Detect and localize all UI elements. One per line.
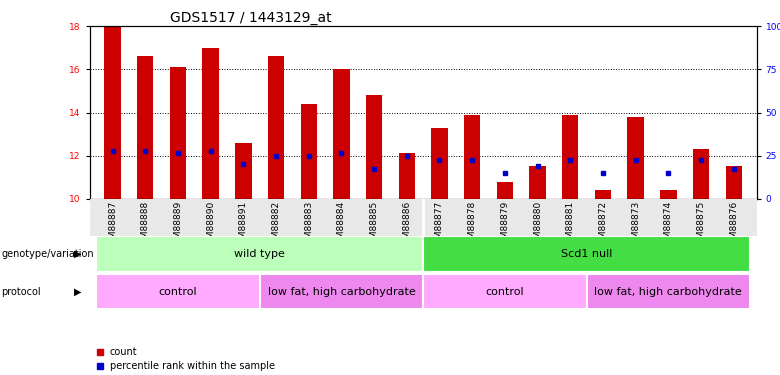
Text: Scd1 null: Scd1 null [561, 249, 612, 259]
Text: GSM88885: GSM88885 [370, 201, 378, 250]
Bar [627, 117, 643, 199]
Bar [725, 166, 742, 199]
Text: control: control [486, 286, 524, 297]
Bar [170, 67, 186, 199]
Text: GSM88889: GSM88889 [173, 201, 183, 250]
Text: GSM88874: GSM88874 [664, 201, 673, 250]
Text: GSM88887: GSM88887 [108, 201, 117, 250]
Text: GSM88878: GSM88878 [468, 201, 477, 250]
Text: GSM88888: GSM88888 [140, 201, 150, 250]
Bar [595, 190, 611, 199]
Text: ▶: ▶ [74, 286, 82, 297]
Bar [464, 115, 480, 199]
Text: GSM88883: GSM88883 [304, 201, 314, 250]
Text: wild type: wild type [234, 249, 285, 259]
Bar [431, 128, 448, 199]
Bar [497, 182, 513, 199]
Text: genotype/variation: genotype/variation [2, 249, 94, 259]
Text: GSM88876: GSM88876 [729, 201, 738, 250]
Text: GSM88872: GSM88872 [598, 201, 608, 250]
Bar [260, 274, 424, 309]
Bar [693, 149, 709, 199]
Text: GSM88875: GSM88875 [697, 201, 706, 250]
Text: GSM88880: GSM88880 [533, 201, 542, 250]
Text: GSM88873: GSM88873 [631, 201, 640, 250]
Text: ▶: ▶ [74, 249, 82, 259]
Text: low fat, high carbohydrate: low fat, high carbohydrate [268, 286, 415, 297]
Text: count: count [110, 346, 137, 357]
Text: protocol: protocol [2, 286, 41, 297]
Bar [366, 95, 382, 199]
Bar [96, 274, 260, 309]
Bar [399, 153, 415, 199]
Text: GSM88886: GSM88886 [402, 201, 411, 250]
Text: GSM88890: GSM88890 [206, 201, 215, 250]
Bar [96, 236, 424, 272]
Text: low fat, high carbohydrate: low fat, high carbohydrate [594, 286, 743, 297]
Bar [424, 236, 750, 272]
Text: GSM88879: GSM88879 [501, 201, 509, 250]
Bar [562, 115, 579, 199]
Bar [333, 69, 349, 199]
Text: GSM88877: GSM88877 [435, 201, 444, 250]
Text: GDS1517 / 1443129_at: GDS1517 / 1443129_at [170, 11, 332, 25]
Bar [300, 104, 317, 199]
Bar [236, 143, 251, 199]
Bar [203, 48, 219, 199]
Text: GSM88891: GSM88891 [239, 201, 248, 250]
Bar [530, 166, 546, 199]
Text: GSM88882: GSM88882 [271, 201, 281, 250]
Bar [587, 274, 750, 309]
Bar [105, 26, 121, 199]
Bar [660, 190, 676, 199]
Text: control: control [158, 286, 197, 297]
Bar [268, 57, 284, 199]
Text: GSM88881: GSM88881 [566, 201, 575, 250]
Bar [137, 57, 154, 199]
Bar [424, 274, 587, 309]
Text: percentile rank within the sample: percentile rank within the sample [110, 361, 275, 371]
Text: GSM88884: GSM88884 [337, 201, 346, 250]
